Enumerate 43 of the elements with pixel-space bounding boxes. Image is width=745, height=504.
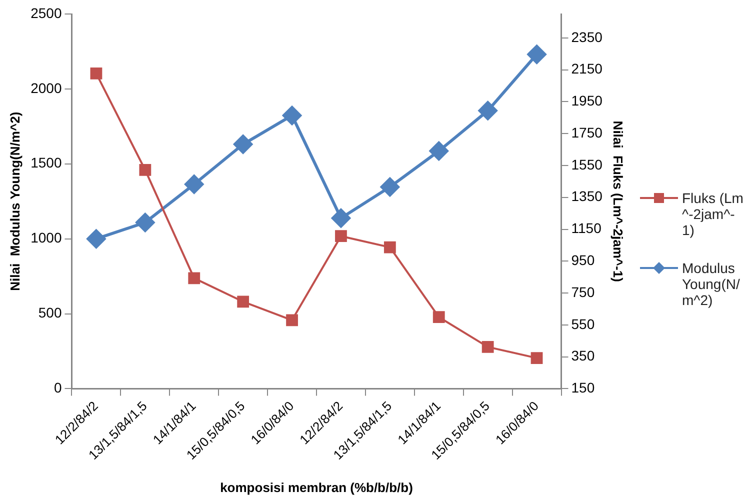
point [432,311,445,324]
point [286,314,298,326]
y2-tick-label: 1550 [571,156,603,172]
point [527,44,546,64]
point [384,241,396,254]
y2-tick-label: 1750 [571,124,603,140]
y2-axis-title: Nilai Fluks (Lm^-2jam^-1) [610,120,626,282]
y-tick-label: 2000 [30,80,62,96]
y2-tick-label: 1350 [571,188,603,204]
y2-tick-label: 350 [571,348,595,364]
point [282,106,302,125]
y2-tick-label: 1150 [571,220,602,236]
y2-tick-label: 2150 [571,60,603,77]
point [86,229,106,248]
y-tick-label: 1500 [30,154,62,171]
point [237,296,250,308]
y2-tick-label: 750 [571,284,595,300]
point [478,101,498,120]
point [429,141,448,160]
point [234,134,253,154]
legend-label: Modulus Young(N/m^2) [682,260,741,308]
point [530,352,543,364]
x-axis-title: komposisi membran (%b/b/b/b) [220,480,413,495]
point [482,340,494,353]
point [380,177,400,196]
point [188,272,200,284]
y-axis-title: Nilai Modulus Young(N/m^2) [7,112,22,291]
point [90,68,102,80]
point [331,208,350,228]
y2-tick-label: 1950 [571,92,603,109]
y2-tick-label: 150 [571,380,595,396]
y-tick-label: 0 [54,380,62,396]
point [136,212,155,232]
y-tick-label: 2500 [30,4,62,21]
y2-tick-label: 2350 [571,28,603,45]
point [139,164,152,176]
y2-tick-label: 950 [571,252,595,268]
point [184,174,204,194]
y2-tick-label: 550 [571,316,595,332]
y-tick-label: 1000 [30,230,62,246]
legend-label: Fluks (Lm^-2jam^-1) [682,190,744,238]
y-tick-label: 500 [38,304,62,321]
point [335,230,347,242]
